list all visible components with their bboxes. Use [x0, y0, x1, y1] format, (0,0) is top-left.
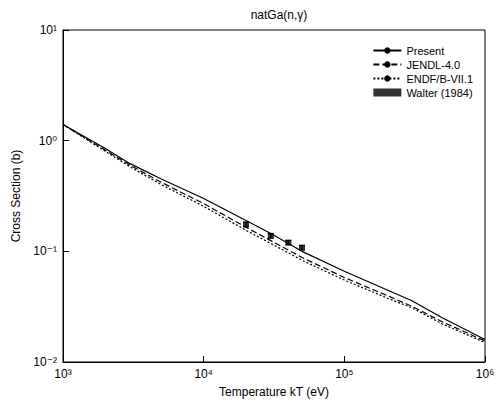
svg-text:Cross Section (b): Cross Section (b) — [9, 150, 23, 243]
svg-text:10⁶: 10⁶ — [476, 367, 494, 381]
svg-text:10⁻¹: 10⁻¹ — [33, 244, 57, 258]
svg-text:ENDF/B-VII.1: ENDF/B-VII.1 — [406, 73, 473, 85]
svg-text:Walter (1984): Walter (1984) — [406, 87, 472, 99]
svg-text:natGa(n,γ): natGa(n,γ) — [251, 8, 308, 22]
svg-text:10⁵: 10⁵ — [335, 367, 353, 381]
svg-text:JENDL-4.0: JENDL-4.0 — [406, 59, 460, 71]
svg-text:Temperature kT (eV): Temperature kT (eV) — [219, 385, 329, 399]
svg-text:10³: 10³ — [54, 367, 71, 381]
svg-text:10⁻²: 10⁻² — [33, 355, 57, 369]
svg-text:10⁴: 10⁴ — [194, 367, 213, 381]
svg-text:10¹: 10¹ — [40, 23, 57, 37]
svg-text:Present: Present — [406, 45, 444, 57]
svg-text:10⁰: 10⁰ — [39, 134, 57, 148]
